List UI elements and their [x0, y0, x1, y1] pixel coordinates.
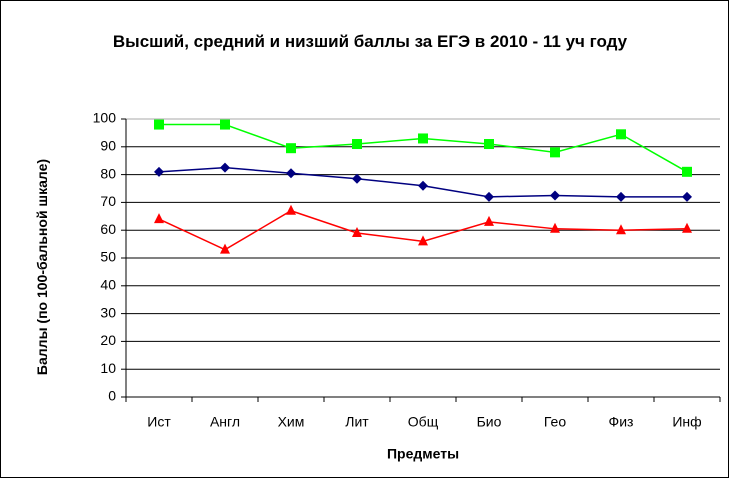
- x-tick-label: Лит: [345, 414, 369, 430]
- y-tick-label: 90: [100, 138, 116, 154]
- marker: [220, 162, 230, 173]
- marker: [616, 191, 626, 202]
- marker: [682, 166, 692, 177]
- marker: [550, 190, 560, 201]
- marker: [550, 222, 560, 233]
- marker: [484, 191, 494, 202]
- y-tick-label: 40: [100, 277, 116, 293]
- marker: [550, 147, 560, 158]
- marker: [418, 180, 428, 191]
- marker: [154, 119, 164, 130]
- marker: [352, 139, 362, 150]
- marker: [154, 213, 164, 224]
- marker: [616, 129, 626, 140]
- x-tick-label: Инф: [672, 414, 701, 430]
- marker: [154, 166, 164, 177]
- x-tick-label: Общ: [408, 414, 439, 430]
- marker: [352, 226, 362, 237]
- y-tick-label: 0: [108, 388, 116, 404]
- marker: [352, 173, 362, 184]
- y-tick-label: 30: [100, 304, 116, 320]
- y-tick-label: 60: [100, 221, 116, 237]
- marker: [418, 235, 428, 246]
- x-tick-label: Физ: [609, 414, 634, 430]
- x-tick-label: Гео: [544, 414, 566, 430]
- marker: [286, 168, 296, 179]
- chart-title: Высший, средний и низший баллы за ЕГЭ в …: [112, 32, 628, 51]
- y-axis-label: Баллы (по 100-бальной шкале): [34, 158, 50, 376]
- y-tick-label: 80: [100, 165, 116, 181]
- marker: [220, 119, 230, 130]
- x-tick-label: Био: [477, 414, 502, 430]
- marker: [616, 224, 626, 235]
- marker: [418, 133, 428, 144]
- y-tick-label: 20: [100, 332, 116, 348]
- x-axis-label: Предметы: [387, 446, 459, 462]
- y-tick-label: 100: [93, 110, 117, 126]
- x-tick-label: Хим: [278, 414, 305, 430]
- x-tick-label: Англ: [210, 414, 240, 430]
- y-tick-label: 50: [100, 249, 116, 265]
- marker: [682, 191, 692, 202]
- marker: [220, 243, 230, 254]
- marker: [484, 215, 494, 226]
- marker: [286, 143, 296, 154]
- x-tick-label: Ист: [147, 414, 171, 430]
- marker: [286, 204, 296, 215]
- y-tick-label: 10: [100, 360, 116, 376]
- marker: [682, 222, 692, 233]
- marker: [484, 139, 494, 150]
- y-tick-label: 70: [100, 193, 116, 209]
